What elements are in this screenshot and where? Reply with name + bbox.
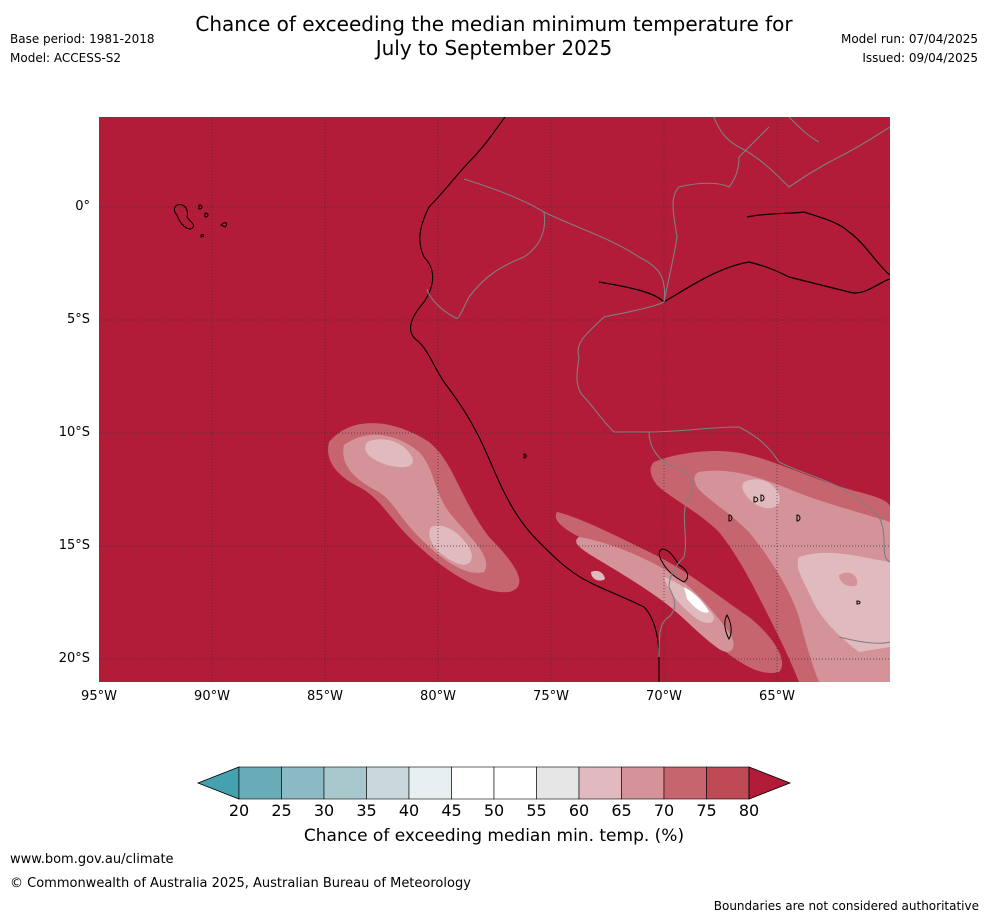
title-line-1: Chance of exceeding the median minimum t… bbox=[195, 12, 793, 36]
colorbar-segment bbox=[281, 766, 325, 800]
base-period: Base period: 1981-2018 bbox=[10, 32, 155, 46]
colorbar-tick-label: 20 bbox=[228, 801, 250, 820]
footer-website: www.bom.gov.au/climate bbox=[10, 852, 174, 867]
colorbar-tick-label: 55 bbox=[526, 801, 547, 820]
header-right-info: Model run: 07/04/2025 Issued: 09/04/2025 bbox=[841, 32, 978, 65]
colorbar-tick-label: 60 bbox=[568, 801, 590, 820]
graticule bbox=[99, 117, 890, 682]
amazon-river bbox=[598, 261, 890, 303]
model-name: Model: ACCESS-S2 bbox=[10, 51, 122, 65]
map-panel bbox=[99, 117, 890, 682]
colorbar-tick-label: 65 bbox=[611, 801, 632, 820]
colorbar-under-arrow bbox=[196, 766, 240, 800]
colorbar-segment bbox=[578, 766, 622, 800]
model-run-date: Model run: 07/04/2025 bbox=[840, 32, 978, 46]
offshore-anomaly-region bbox=[328, 423, 520, 593]
colorbar bbox=[196, 766, 792, 800]
colorbar-tick-label: 45 bbox=[441, 801, 462, 820]
colorbar-tick-label: 75 bbox=[696, 801, 717, 820]
colorbar-tick-label: 50 bbox=[483, 801, 505, 820]
eastern-inland-anomaly bbox=[650, 451, 890, 682]
colorbar-tick-label: 80 bbox=[738, 801, 760, 820]
colorbar-tick-label: 40 bbox=[398, 801, 420, 820]
colorbar-segment bbox=[493, 766, 537, 800]
colorbar-segment bbox=[366, 766, 410, 800]
lon-label-85w: 85°W bbox=[307, 689, 343, 704]
lon-label-70w: 70°W bbox=[646, 689, 682, 704]
colorbar-over-arrow bbox=[748, 766, 792, 800]
south-america-coastline bbox=[410, 117, 660, 682]
lat-label-20s: 20°S bbox=[58, 651, 90, 666]
colorbar-tick-label: 25 bbox=[271, 801, 292, 820]
lat-label-0: 0° bbox=[75, 199, 90, 214]
lon-label-75w: 75°W bbox=[533, 689, 569, 704]
footer-copyright: © Commonwealth of Australia 2025, Austra… bbox=[10, 876, 471, 891]
lake-titicaca bbox=[658, 548, 689, 583]
colorbar-title: Chance of exceeding median min. temp. (%… bbox=[303, 826, 685, 846]
title-line-2: July to September 2025 bbox=[375, 36, 613, 60]
colorbar-ticks: 20 25 30 35 40 45 50 55 60 65 70 75 80 bbox=[196, 801, 792, 821]
lat-label-10s: 10°S bbox=[58, 425, 90, 440]
amazon-north-bank bbox=[746, 211, 890, 276]
colorbar-segment bbox=[663, 766, 707, 800]
galapagos-islands bbox=[173, 204, 228, 238]
lon-label-90w: 90°W bbox=[194, 689, 230, 704]
small-lakes bbox=[523, 453, 861, 641]
colorbar-segment bbox=[408, 766, 452, 800]
colorbar-tick-label: 70 bbox=[653, 801, 675, 820]
country-borders bbox=[426, 117, 890, 658]
lat-label-5s: 5°S bbox=[66, 312, 90, 327]
colorbar-segment bbox=[238, 766, 282, 800]
header-left-info: Base period: 1981-2018 Model: ACCESS-S2 bbox=[10, 32, 155, 65]
colorbar-segment bbox=[323, 766, 367, 800]
lon-label-65w: 65°W bbox=[759, 689, 795, 704]
colorbar-segment bbox=[451, 766, 495, 800]
colorbar-tick-label: 35 bbox=[356, 801, 377, 820]
colorbar-segment bbox=[706, 766, 750, 800]
colorbar-segment bbox=[536, 766, 580, 800]
southern-coastal-anomaly bbox=[555, 512, 783, 673]
lat-label-15s: 15°S bbox=[58, 538, 90, 553]
map-title: Chance of exceeding the median minimum t… bbox=[0, 12, 988, 60]
colorbar-tick-label: 30 bbox=[313, 801, 335, 820]
lon-label-80w: 80°W bbox=[420, 689, 456, 704]
colorbar-segment bbox=[621, 766, 665, 800]
lon-label-95w: 95°W bbox=[81, 689, 117, 704]
footer-disclaimer: Boundaries are not considered authoritat… bbox=[713, 899, 979, 913]
issued-date: Issued: 09/04/2025 bbox=[862, 51, 978, 65]
